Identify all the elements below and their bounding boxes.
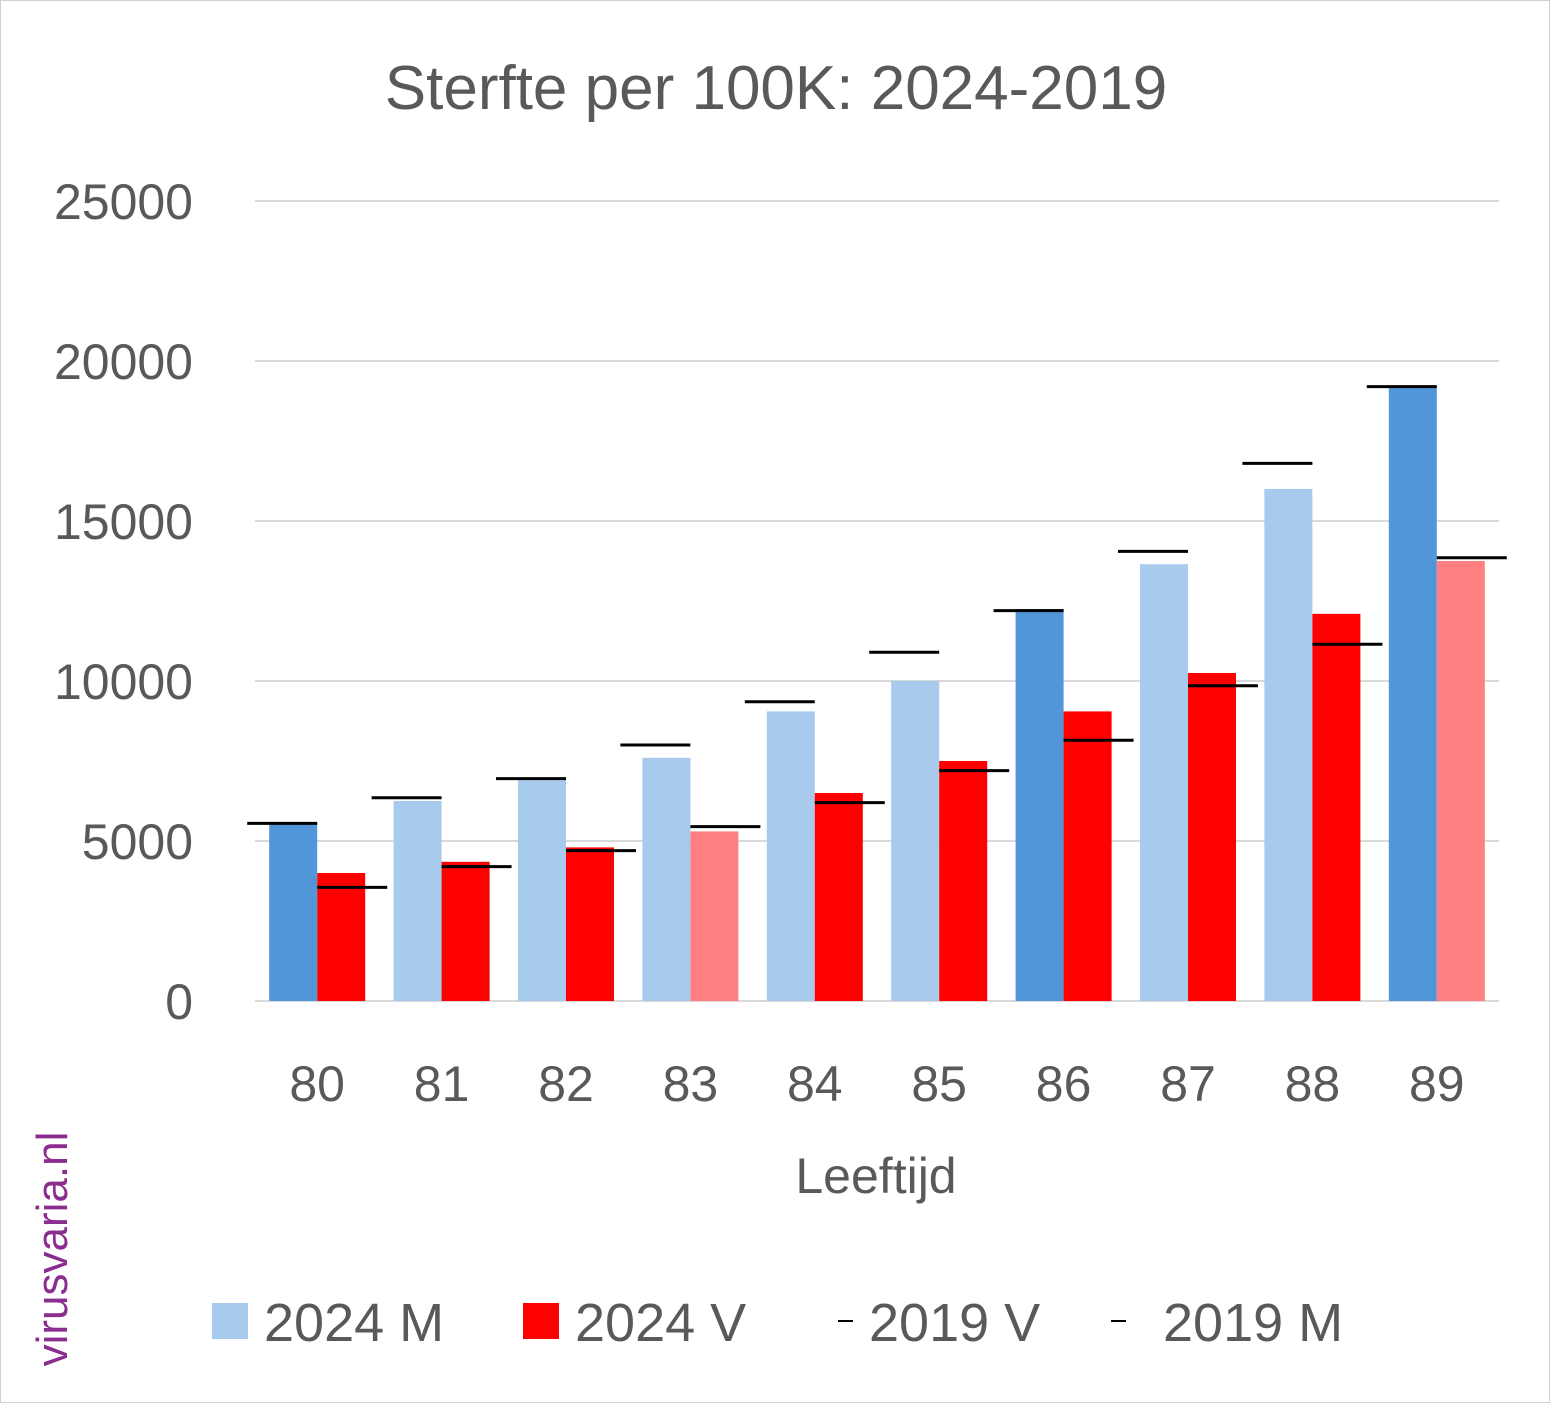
x-axis-ticks: 80 81 82 83 84 85 86 87 88 89 [289,1056,1464,1112]
y-axis-ticks: 0 5000 10000 15000 20000 25000 [54,174,193,1030]
y-tick-label: 5000 [82,814,193,870]
x-tick-label: 82 [538,1056,594,1112]
x-axis-label: Leeftijd [795,1148,956,1204]
y-tick-label: 25000 [54,174,193,230]
bar-2024-v [1063,711,1112,1001]
bar-2024-m [269,823,318,1001]
bar-2024-m [642,757,691,1001]
bar-2024-v [939,761,988,1001]
legend-swatch-2024-m [212,1303,248,1339]
bar-2024-m [1264,489,1313,1001]
x-tick-label: 89 [1409,1056,1465,1112]
bar-2024-v [1312,613,1361,1001]
legend: 2024 M 2024 V 2019 V 2019 M [212,1293,1343,1353]
bars [269,386,1485,1002]
chart-title: Sterfte per 100K: 2024-2019 [385,54,1167,123]
x-tick-label: 85 [911,1056,967,1112]
legend-label-2019-v: 2019 V [869,1293,1040,1353]
legend-label-2024-m: 2024 M [264,1293,444,1353]
bar-2024-m [393,801,442,1001]
y-tick-label: 10000 [54,654,193,710]
bar-2024-v [1188,673,1236,1001]
bar-2024-m [1388,386,1437,1002]
x-tick-label: 88 [1285,1056,1341,1112]
legend-label-2024-v: 2024 V [575,1293,746,1353]
x-tick-label: 84 [787,1056,843,1112]
bar-2024-m [1140,564,1188,1001]
bar-2024-m [518,780,566,1001]
y-tick-label: 15000 [54,494,193,550]
y-tick-label: 0 [165,974,193,1030]
x-tick-label: 87 [1160,1056,1216,1112]
x-tick-label: 86 [1036,1056,1092,1112]
bar-2024-v [566,847,614,1001]
legend-swatch-2024-v [523,1303,559,1339]
bar-2024-v [814,793,863,1001]
baseline-markers [247,385,1507,889]
y-tick-label: 20000 [54,334,193,390]
x-tick-label: 81 [414,1056,470,1112]
bar-2024-v [441,861,490,1001]
bar-2024-v [317,873,366,1001]
bar-2024-m [1015,609,1064,1001]
watermark: virusvaria.nl [28,1132,77,1367]
bar-2024-m [891,681,940,1001]
bar-2024-m [766,711,815,1001]
x-tick-label: 80 [289,1056,345,1112]
bar-2024-v [690,831,739,1001]
bar-2024-v [1436,561,1485,1001]
legend-label-2019-m: 2019 M [1163,1293,1343,1353]
x-tick-label: 83 [663,1056,719,1112]
